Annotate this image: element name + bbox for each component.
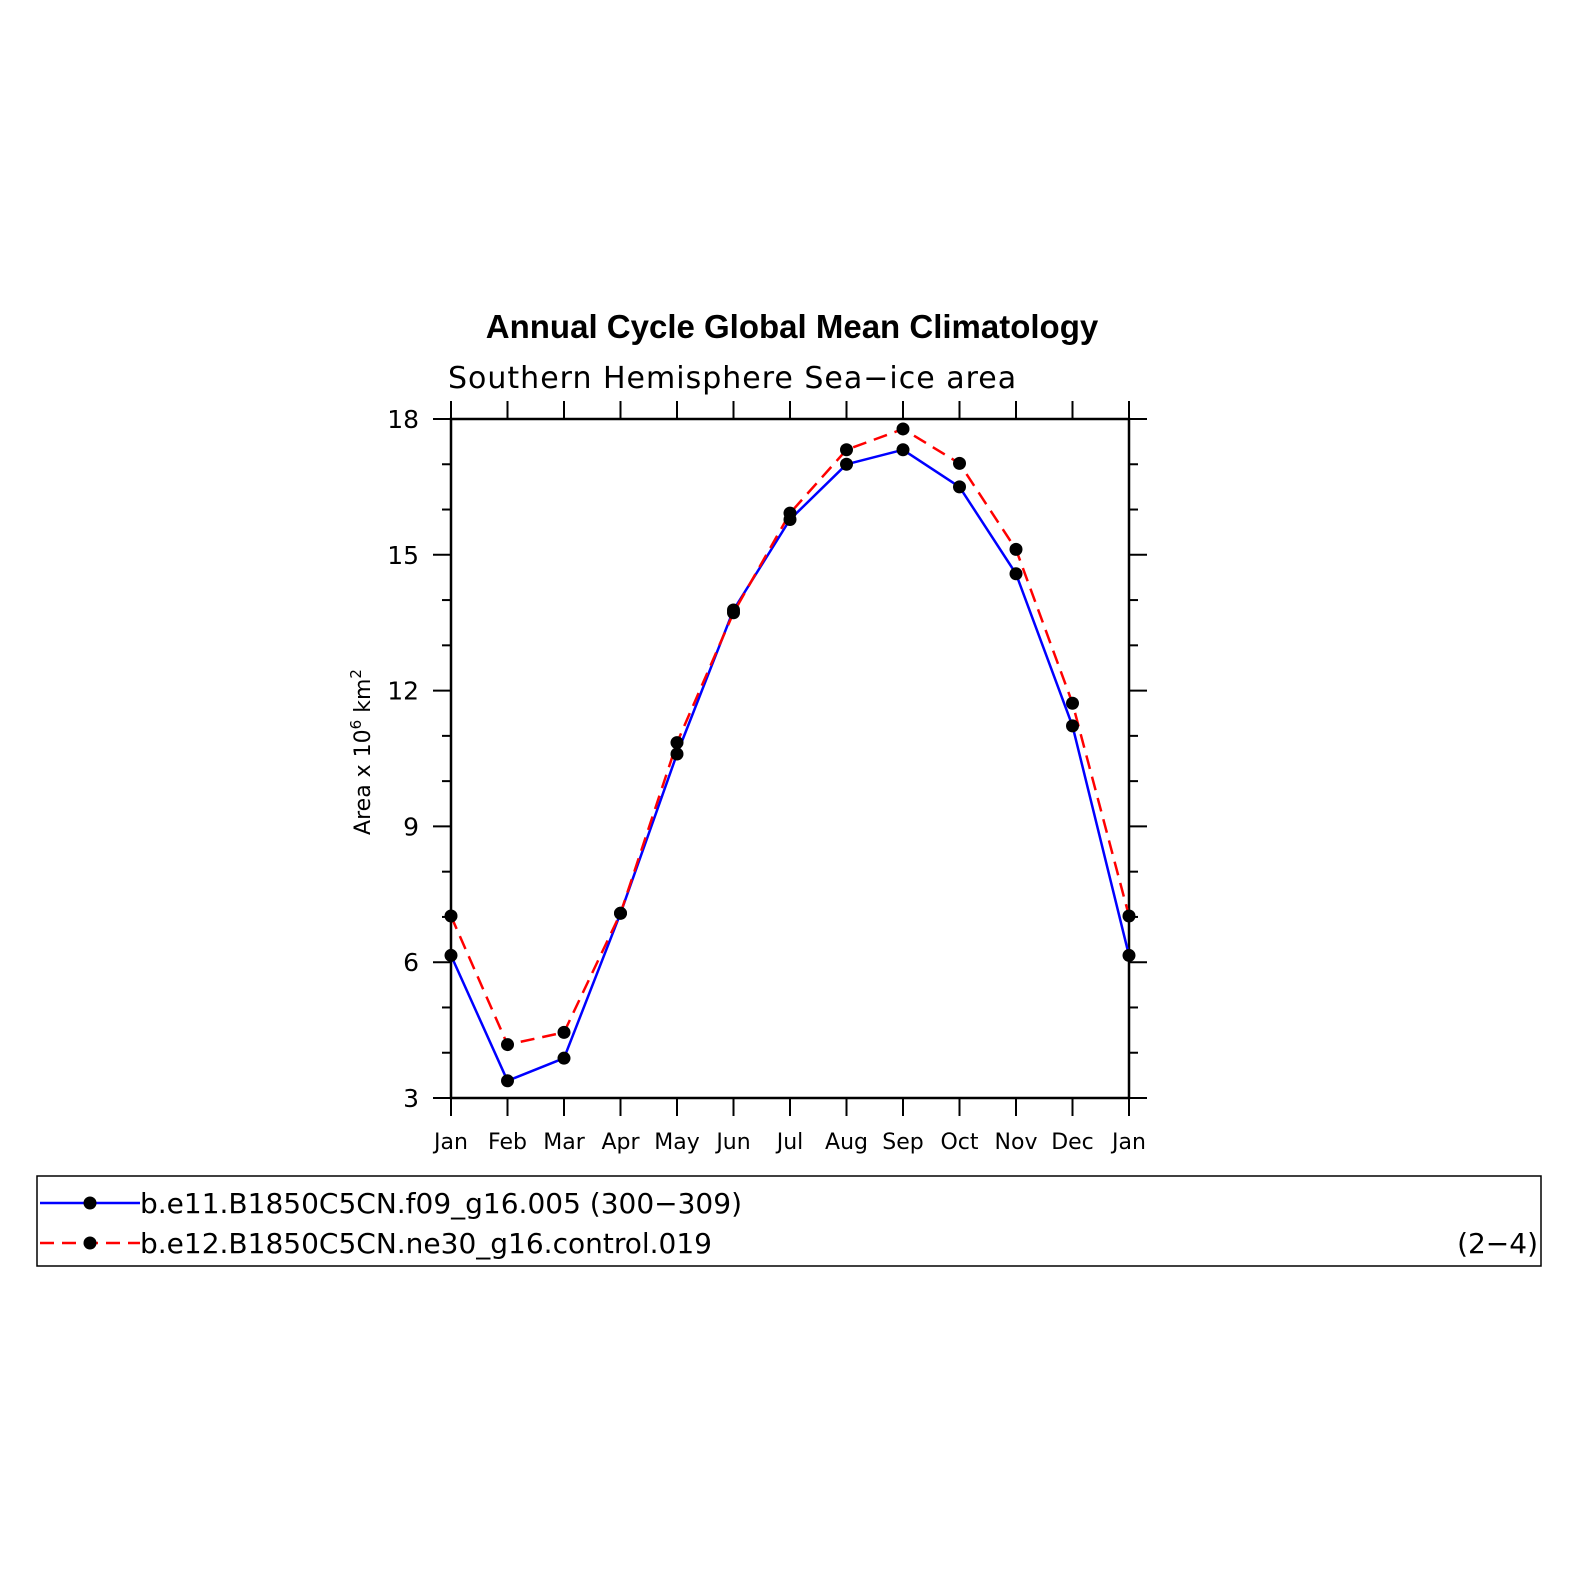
series-layer [444, 422, 1136, 1088]
chart-subtitle: Southern Hemisphere Sea−ice area [448, 361, 1017, 396]
series-1-point [1066, 719, 1079, 733]
y-tick-label: 9 [403, 812, 419, 841]
x-tick-label: Jun [714, 1130, 750, 1155]
series-2-point [953, 456, 966, 470]
series-2-point [444, 909, 458, 923]
series-2-point [1009, 542, 1023, 556]
legend-label-2: b.e12.B1850C5CN.ne30_g16.control.019 [140, 1227, 712, 1260]
chart-title: Annual Cycle Global Mean Climatology [486, 308, 1099, 345]
series-2-point [670, 736, 684, 750]
series-1-point [1122, 948, 1136, 962]
y-tick-label: 12 [387, 677, 419, 706]
series-1-point [557, 1051, 571, 1065]
legend-box [36, 1175, 1542, 1267]
x-tick-label: Aug [825, 1130, 868, 1155]
series-2-point [501, 1038, 514, 1052]
series-2-point [1066, 696, 1079, 710]
y-tick-label: 15 [387, 541, 419, 570]
x-tick-label: Sep [882, 1130, 923, 1155]
series-2-point [557, 1025, 571, 1039]
x-tick-label: Apr [601, 1130, 640, 1155]
series-1-point [896, 443, 910, 457]
y-axis-ticks: 3 6 9 12 15 18 [387, 405, 1147, 1113]
x-tick-label: May [654, 1130, 699, 1155]
x-tick-label: Jan [1110, 1130, 1146, 1155]
x-tick-label: Mar [543, 1130, 585, 1155]
series-2-point [727, 606, 740, 620]
legend-label-1: b.e11.B1850C5CN.f09_g16.005 (300−309) [140, 1187, 742, 1220]
series-1-point [840, 457, 853, 471]
series-2-point [840, 443, 853, 457]
y-tick-label: 6 [403, 948, 419, 977]
y-tick-label: 18 [387, 405, 419, 434]
series-1-point [501, 1074, 514, 1088]
legend-items: b.e11.B1850C5CN.f09_g16.005 (300−309) b.e… [40, 1187, 742, 1260]
legend-corner-annotation: (2−4) [1457, 1227, 1538, 1260]
series-line-1 [449, 448, 1131, 1083]
y-tick-label: 3 [403, 1084, 419, 1113]
series-2-point [896, 422, 910, 436]
series-1-point [953, 480, 966, 494]
x-tick-label: Oct [940, 1130, 978, 1155]
y-axis-label: Area x 106 km2 [347, 669, 376, 835]
x-tick-label: Nov [995, 1130, 1038, 1155]
x-tick-label: Dec [1051, 1130, 1094, 1155]
legend-marker-1 [83, 1196, 97, 1210]
series-2-point [614, 906, 627, 920]
legend-marker-2 [83, 1236, 97, 1250]
x-axis-ticks: Jan Feb Mar Apr May Jun Jul Aug Sep Oct Nov Dec Jan [432, 401, 1146, 1155]
series-1-point [444, 948, 458, 962]
series-2-point [1122, 909, 1136, 923]
x-tick-label: Feb [488, 1130, 527, 1155]
series-1-point [670, 747, 684, 761]
x-tick-label: Jul [775, 1130, 804, 1155]
series-1-point [1009, 567, 1023, 581]
series-2-point [783, 506, 797, 520]
x-tick-label: Jan [432, 1130, 468, 1155]
legend: b.e11.B1850C5CN.f09_g16.005 (300−309) b.e… [36, 1175, 1542, 1267]
